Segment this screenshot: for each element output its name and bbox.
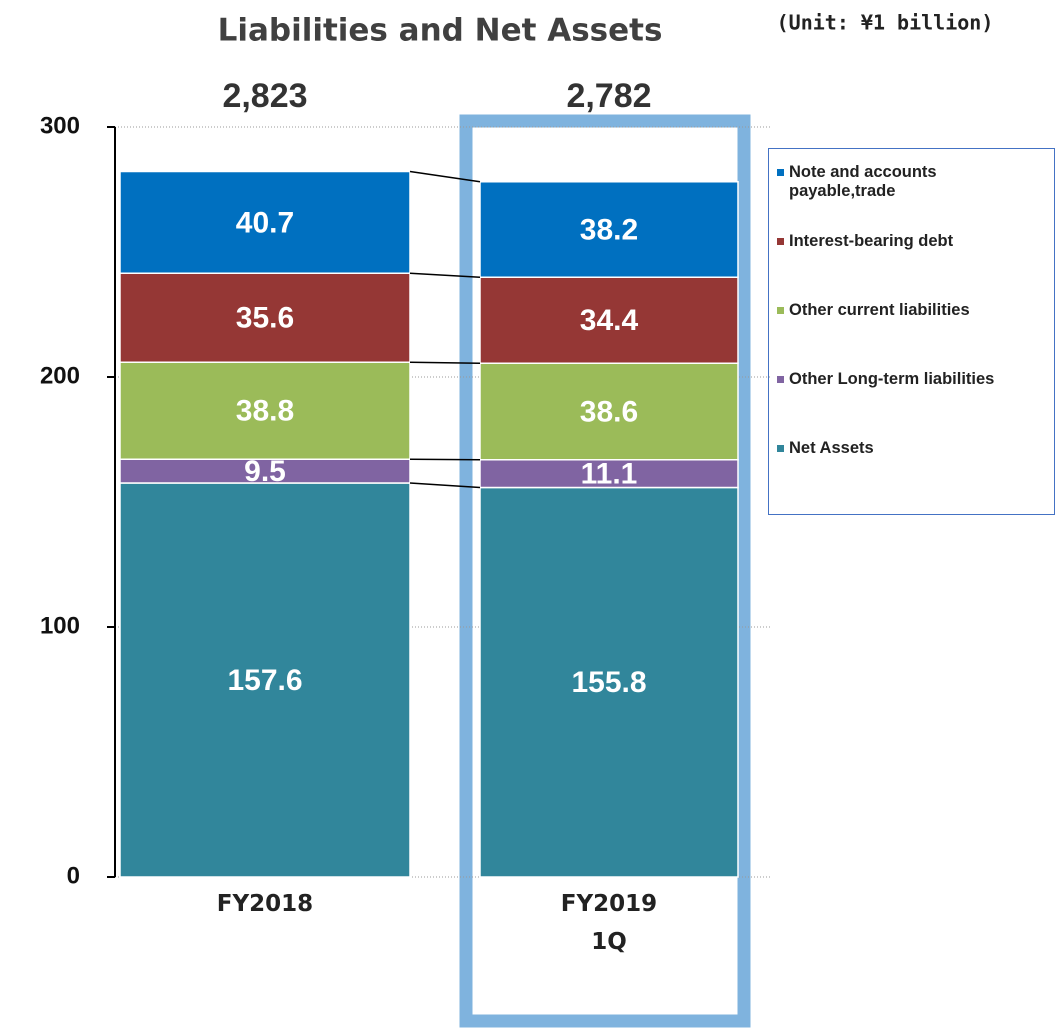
value-label: 155.8 (571, 666, 646, 699)
value-label: 38.2 (580, 213, 638, 246)
legend-label: Other Long-term liabilities (789, 370, 995, 388)
bar-segment (479, 486, 739, 878)
total-label: 2,782 (566, 77, 651, 115)
legend-label: Note and accounts payable,trade (789, 163, 937, 200)
value-label: 34.4 (580, 304, 639, 337)
bar-segment (479, 362, 739, 461)
value-label: 40.7 (236, 206, 294, 239)
legend-swatch (777, 238, 784, 245)
y-tick-label: 100 (40, 612, 80, 639)
value-label: 38.8 (236, 395, 294, 428)
y-tick-label: 200 (40, 362, 80, 389)
value-label: 38.6 (580, 395, 638, 428)
legend-swatch (777, 307, 784, 314)
legend-item: Interest-bearing debt (777, 232, 1044, 301)
connector-line (409, 170, 481, 183)
bar-segment (119, 361, 411, 460)
legend-swatch (777, 445, 784, 452)
bar-segment (119, 170, 411, 274)
chart-title: Liabilities and Net Assets (218, 13, 663, 49)
legend-item: Other current liabilities (777, 301, 1044, 370)
x-tick-label: FY2019 1Q (560, 891, 658, 955)
bar-segment (479, 276, 739, 364)
connector-line (409, 272, 481, 278)
legend-item: Note and accounts payable,trade (777, 163, 1044, 232)
value-label: 9.5 (244, 455, 286, 488)
unit-label: (Unit: ¥1 billion) (777, 11, 994, 35)
legend: Net Assets Other Long-term liabilities Oth… (768, 148, 1055, 515)
legend-label: Interest-bearing debt (789, 232, 954, 250)
connector-line (409, 458, 481, 461)
value-label: 35.6 (236, 302, 294, 335)
x-tick-label: FY2018 (216, 891, 314, 917)
bar-segment (119, 272, 411, 363)
y-tick-label: 0 (67, 862, 80, 889)
legend-swatch (777, 169, 784, 176)
highlight-frame (459, 114, 751, 1028)
connector-line (409, 361, 481, 364)
legend-item: Other Long-term liabilities (777, 370, 1044, 439)
value-label: 157.6 (227, 664, 302, 697)
legend-label: Other current liabilities (789, 301, 970, 319)
y-tick-label: 300 (40, 112, 80, 139)
bar-segment (479, 459, 739, 489)
bar-segment (119, 482, 411, 878)
total-label: 2,823 (222, 77, 307, 115)
legend-swatch (777, 376, 784, 383)
connector-line (409, 482, 481, 489)
legend-item: Net Assets (777, 439, 1044, 508)
value-label: 11.1 (581, 458, 638, 491)
bar-segment (479, 181, 739, 278)
legend-label: Net Assets (789, 439, 874, 457)
